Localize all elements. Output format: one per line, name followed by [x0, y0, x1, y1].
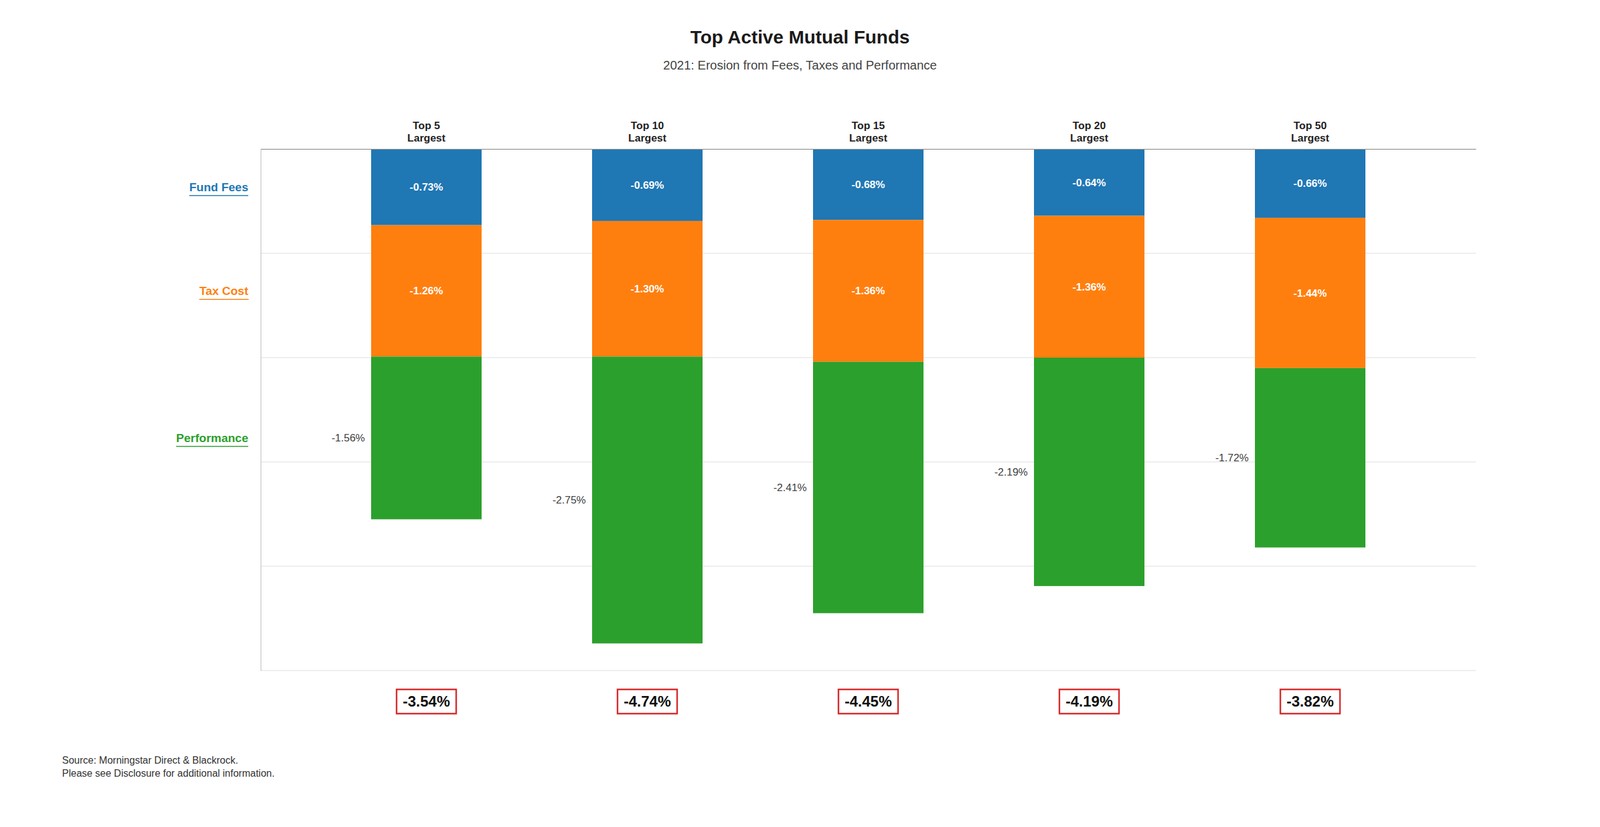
subtitle: 2021: Erosion from Fees, Taxes and Perfo…: [663, 58, 938, 72]
total-box: [1059, 688, 1120, 714]
total-label: -3.54%: [402, 692, 450, 710]
x-tick-label-line: Top 5: [412, 119, 441, 132]
source-line: Please see Disclosure for additional inf…: [62, 767, 275, 779]
total-label: -4.19%: [1065, 692, 1113, 710]
data-label: -2.75%: [552, 494, 586, 506]
data-label: -1.36%: [1072, 281, 1106, 293]
x-tick-label-line: Largest: [1069, 132, 1109, 144]
legend-label: Fund Fees: [189, 180, 249, 194]
bar: [813, 361, 924, 614]
bar: [592, 148, 703, 221]
bar: [592, 220, 703, 357]
x-tick-label-line: Largest: [628, 132, 667, 144]
x-tick-label-line: Top 10: [630, 119, 665, 132]
legend-underline: [199, 298, 249, 300]
data-label: -1.36%: [851, 284, 886, 297]
x-tick-label-line: Top 15: [851, 119, 886, 132]
bar: [371, 148, 482, 226]
y-axis: [260, 149, 262, 671]
chart: Top Active Mutual Funds 2021: Erosion fro…: [0, 0, 1600, 827]
data-label: -0.64%: [1072, 176, 1106, 189]
legend-label: Performance: [176, 431, 249, 445]
x-tick: Top 15Largest: [849, 119, 888, 144]
x-axis-line: [261, 148, 1477, 150]
x-tick-label: Top 20Largest: [1069, 119, 1109, 144]
total-box: [396, 688, 457, 714]
x-axis: Top 5LargestTop 10LargestTop 15LargestTo…: [261, 119, 1477, 150]
total-label: -3.82%: [1286, 692, 1334, 710]
data-label: -1.56%: [331, 431, 365, 444]
total-label: -4.45%: [844, 692, 892, 710]
total: -3.82%: [1280, 688, 1340, 714]
bar: [371, 225, 482, 357]
data-label: -2.19%: [994, 466, 1028, 478]
bar: [1254, 217, 1366, 369]
bar: [1254, 148, 1366, 218]
legend-label: Tax Cost: [199, 284, 249, 298]
data-label: -0.66%: [1293, 177, 1327, 190]
data-labels: -0.73% -0.69% -0.68% -0.64% -0.66% -1.26% -1.3…: [331, 176, 1327, 507]
bar: [1033, 215, 1145, 358]
x-tick-label-line: Largest: [407, 132, 446, 144]
total: -4.19%: [1059, 688, 1120, 714]
source: Source: Morningstar Direct & Blackrock.P…: [62, 754, 275, 779]
bar: [1254, 368, 1366, 548]
x-tick: Top 10Largest: [628, 119, 667, 144]
legend-underline: [189, 194, 249, 197]
data-label: -0.73%: [409, 181, 444, 194]
total-label: -4.74%: [623, 692, 671, 710]
total-box: [1280, 688, 1340, 714]
data-label: -1.26%: [409, 284, 444, 297]
bars: [371, 148, 1366, 643]
title: Top Active Mutual Funds: [690, 26, 910, 48]
legend: Fund Fees Tax Cost Performance: [176, 180, 249, 447]
bar: [592, 356, 703, 643]
bar: [1033, 357, 1145, 586]
data-label: -0.69%: [630, 179, 665, 192]
total-box: [838, 688, 899, 714]
x-tick-label-line: Top 50: [1293, 119, 1327, 132]
totals: -3.54% -4.74% -4.45% -4.19% -3.82%: [396, 688, 1340, 714]
total-box: [617, 688, 678, 714]
x-tick-label: Top 50Largest: [1290, 119, 1330, 144]
x-tick-label-line: Largest: [849, 132, 888, 144]
total: -4.74%: [617, 688, 678, 714]
data-label: -2.41%: [773, 481, 807, 494]
data-label: -0.68%: [851, 178, 886, 191]
grid: [260, 148, 1476, 671]
data-label: -1.30%: [630, 283, 665, 295]
data-label: -1.44%: [1293, 287, 1327, 300]
total: -3.54%: [396, 688, 457, 714]
bar: [813, 148, 924, 220]
x-tick-label: Top 5Largest: [407, 119, 446, 144]
x-tick-label-line: Top 20: [1072, 119, 1106, 132]
source-line: Source: Morningstar Direct & Blackrock.: [62, 754, 239, 766]
grid-line: [260, 148, 1476, 150]
total: -4.45%: [838, 688, 899, 714]
x-tick: Top 5Largest: [407, 119, 446, 144]
x-tick-label-line: Largest: [1290, 132, 1330, 144]
grid-line: [260, 670, 1476, 671]
x-tick-label: Top 15Largest: [849, 119, 888, 144]
legend-underline: [176, 445, 249, 447]
x-tick: Top 20Largest: [1069, 119, 1109, 144]
data-label: -1.72%: [1215, 451, 1249, 464]
bar: [1033, 148, 1145, 216]
x-tick-label: Top 10Largest: [628, 119, 667, 144]
y-axis-line: [260, 149, 262, 671]
bar: [813, 219, 924, 362]
bar: [371, 356, 482, 519]
x-tick: Top 50Largest: [1290, 119, 1330, 144]
